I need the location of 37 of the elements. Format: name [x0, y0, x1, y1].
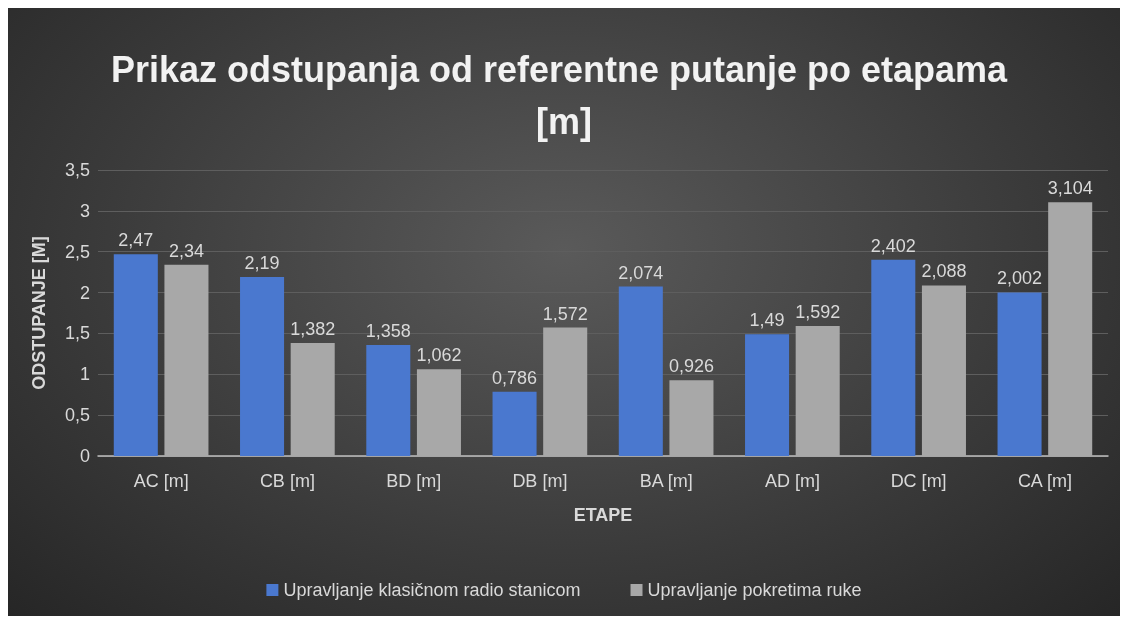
data-label: 2,002 — [997, 268, 1043, 289]
x-tick-label: CA [m] — [1017, 471, 1072, 491]
y-tick-label: 1,5 — [64, 323, 90, 344]
y-tick-label: 1 — [79, 364, 90, 385]
data-label: 1,382 — [290, 319, 336, 340]
y-tick-label: 0 — [79, 446, 90, 466]
data-label: 2,34 — [168, 240, 204, 261]
data-label: 1,062 — [416, 345, 462, 366]
x-tick-label: DB [m] — [512, 471, 568, 491]
data-label: 2,088 — [921, 261, 967, 282]
data-label: 0,786 — [492, 367, 538, 388]
y-axis-title: ODSTUPANJE [M] — [29, 236, 49, 390]
y-tick-label: 3,5 — [64, 160, 90, 180]
legend-label: Upravljanje pokretima ruke — [647, 580, 862, 600]
x-tick-label: CB [m] — [259, 471, 315, 491]
x-tick-label: AC [m] — [133, 471, 189, 491]
data-label: 1,572 — [542, 303, 588, 324]
y-tick-label: 2 — [79, 282, 90, 303]
data-label: 3,104 — [1047, 178, 1093, 199]
data-label: 1,49 — [749, 310, 785, 331]
x-tick-label: DC [m] — [890, 471, 947, 491]
x-axis-title: ETAPE — [573, 505, 633, 525]
y-tick-label: 0,5 — [64, 405, 90, 426]
x-tick-label: BA [m] — [639, 471, 693, 491]
x-tick-label: BD [m] — [386, 471, 442, 491]
data-label: 2,47 — [118, 230, 154, 251]
data-label: 1,358 — [365, 321, 411, 342]
chart-title: Prikaz odstupanja od referentne putanje po etapama [m] — [110, 48, 1018, 142]
data-label: 2,19 — [244, 253, 280, 274]
legend-label: Upravljanje klasičnom radio stanicom — [283, 580, 581, 600]
data-label: 1,592 — [795, 301, 841, 322]
y-tick-label: 2,5 — [64, 241, 90, 262]
y-tick-label: 3 — [79, 200, 90, 221]
data-label: 2,074 — [618, 262, 664, 283]
data-label: 2,402 — [870, 235, 916, 256]
x-tick-label: AD [m] — [764, 471, 820, 491]
data-label: 0,926 — [668, 356, 714, 377]
